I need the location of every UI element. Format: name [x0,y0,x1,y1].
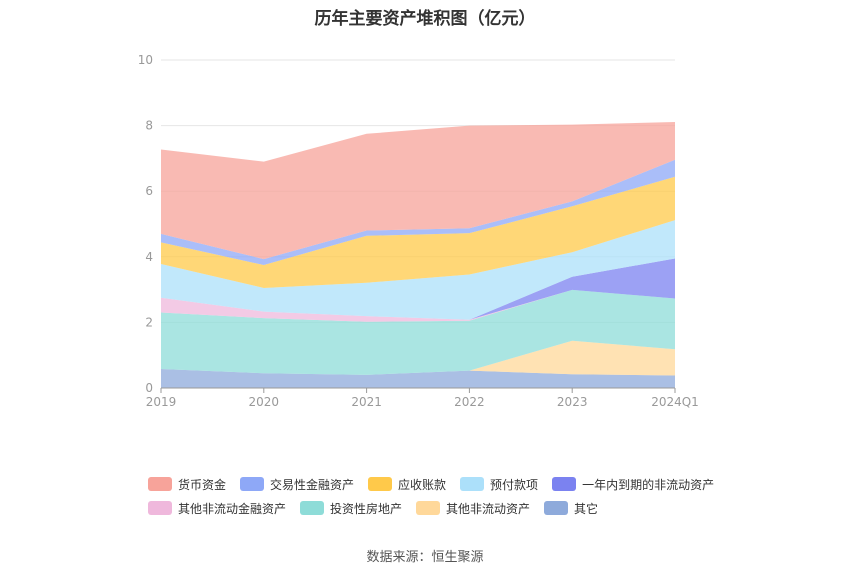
area-series[interactable] [161,289,675,375]
y-tick-label: 2 [145,315,153,329]
legend-swatch [148,477,172,491]
legend-swatch [552,477,577,491]
x-tick-label: 2019 [146,395,177,409]
stacked-area-chart: 0 2 4 6 8 10 2019 2020 2021 2022 2023 2024Q1 [138,53,699,409]
x-tick-label: 2021 [351,395,382,409]
source-note: 数据来源：恒生聚源 [366,550,484,565]
legend-item[interactable]: 其他非流动资产 [416,500,530,517]
legend-row-2: 其他非流动金融资产 投资性房地产 其他非流动资产 其它 [148,496,788,520]
area-series[interactable] [161,289,675,322]
legend-item[interactable]: 预付款项 [460,476,538,493]
legend: 货币资金 交易性金融资产 应收账款 预付款项 一年内到期的非流动资产 其他非流动… [148,472,788,520]
axes: 0 2 4 6 8 10 2019 2020 2021 2022 2023 2024Q1 [138,53,699,409]
legend-label: 其他非流动资产 [446,501,531,516]
legend-swatch [416,501,441,515]
chart-title: 历年主要资产堆积图（亿元） [314,9,536,29]
area-series[interactable] [161,121,675,260]
area-series[interactable] [161,368,675,388]
area-series-layer [161,121,675,388]
x-tick-label: 2024Q1 [651,395,699,409]
x-tick-label: 2023 [557,395,588,409]
legend-label: 一年内到期的非流动资产 [582,477,715,492]
legend-label: 货币资金 [178,477,227,492]
area-series[interactable] [161,220,675,320]
legend-label: 其它 [574,501,599,516]
legend-label: 投资性房地产 [330,501,403,516]
legend-item[interactable]: 一年内到期的非流动资产 [552,476,714,493]
legend-swatch [460,477,485,491]
legend-item[interactable]: 交易性金融资产 [240,476,354,493]
y-tick-label: 8 [145,119,153,133]
legend-label: 应收账款 [398,477,447,492]
legend-label: 交易性金融资产 [270,477,355,492]
legend-swatch [368,477,393,491]
legend-label: 其他非流动金融资产 [178,501,287,516]
legend-swatch [300,501,325,515]
y-tick-label: 4 [145,250,153,264]
x-tick-label: 2022 [454,395,485,409]
legend-label: 预付款项 [490,477,539,492]
area-series[interactable] [161,176,675,288]
y-tick-label: 6 [145,184,153,198]
y-tick-label: 0 [145,381,153,395]
y-tick-label: 10 [138,53,153,67]
legend-swatch [148,501,172,515]
legend-row-1: 货币资金 交易性金融资产 应收账款 预付款项 一年内到期的非流动资产 [148,472,788,496]
legend-item[interactable]: 货币资金 [148,476,226,493]
legend-item[interactable]: 应收账款 [368,476,446,493]
legend-item[interactable]: 投资性房地产 [300,500,402,517]
area-series[interactable] [161,340,675,376]
legend-swatch [544,501,569,515]
legend-item[interactable]: 其它 [544,500,598,517]
x-tick-label: 2020 [249,395,280,409]
legend-item[interactable]: 其他非流动金融资产 [148,500,286,517]
legend-swatch [240,477,265,491]
area-series[interactable] [161,258,675,320]
